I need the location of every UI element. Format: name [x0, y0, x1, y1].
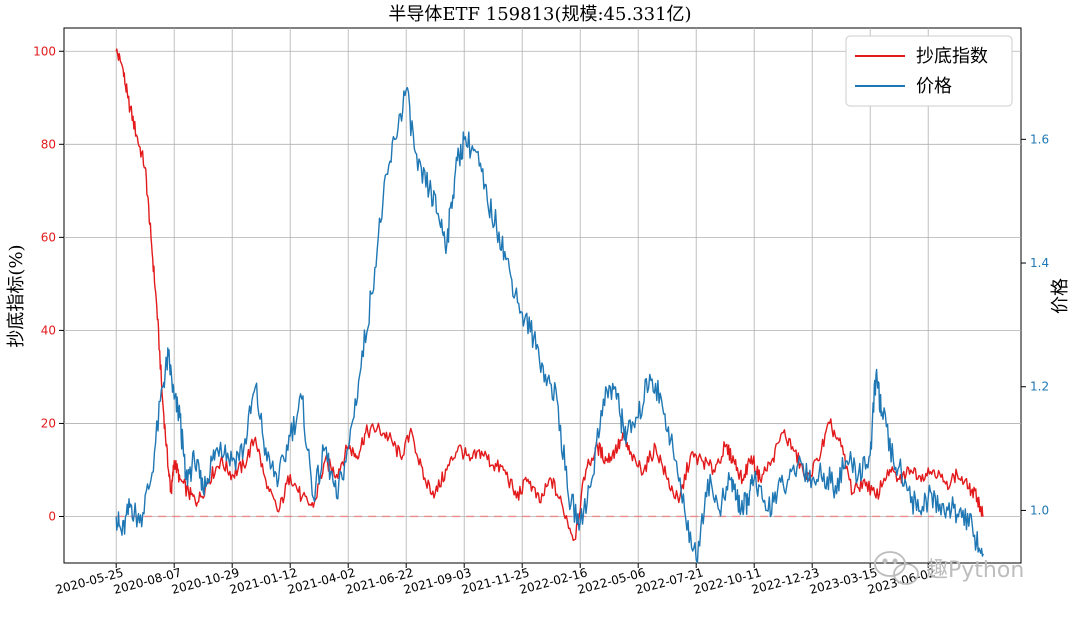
legend-box: [845, 35, 1013, 107]
left-tick-label: 60: [41, 230, 56, 244]
series-line-price: [115, 86, 984, 564]
left-tick-label: 20: [41, 416, 56, 430]
legend: 抄底指数 价格: [845, 35, 1013, 107]
plot-area: [63, 27, 1022, 564]
left-axis-title: 抄底指标(%): [6, 244, 27, 347]
left-tick-label: 100: [33, 44, 56, 58]
grid: [64, 28, 1021, 563]
legend-label-price: 价格: [916, 76, 952, 97]
chart-title: 半导体ETF 159813(规模:45.331亿): [388, 4, 691, 25]
watermark-text: 趣Python: [926, 558, 1024, 583]
right-axis-title: 价格: [1050, 278, 1071, 314]
wechat-icon: [874, 551, 919, 585]
left-tick-label: 40: [41, 323, 56, 337]
right-tick-label: 1.6: [1030, 132, 1049, 146]
watermark: 趣Python: [874, 551, 1024, 585]
left-tick-label: 0: [48, 509, 56, 523]
series-layer: [115, 48, 984, 564]
right-tick-label: 1.2: [1030, 380, 1049, 394]
right-tick-label: 1.0: [1030, 503, 1049, 517]
x-axis: 2020-05-252020-08-072020-10-292021-01-12…: [54, 563, 937, 597]
legend-label-bottom-index: 抄底指数: [916, 46, 988, 67]
right-tick-label: 1.4: [1030, 256, 1049, 270]
right-axis: 1.0 1.2 1.4 1.6: [1021, 132, 1049, 517]
left-axis: 0 20 40 60 80 100: [33, 44, 64, 523]
left-tick-label: 80: [41, 137, 56, 151]
